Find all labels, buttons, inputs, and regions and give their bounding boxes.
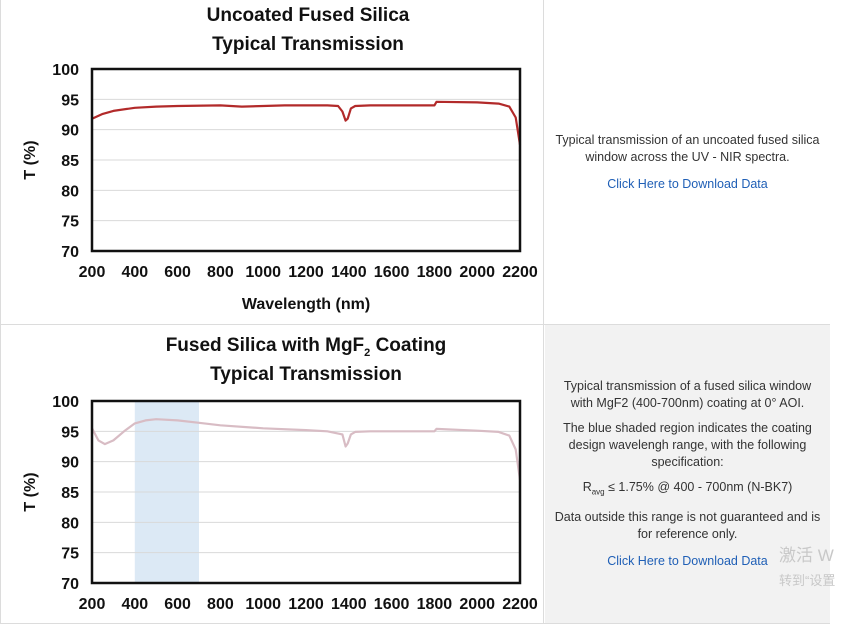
chart-title-subscript: 2	[364, 347, 370, 359]
x-tick-label: 400	[121, 264, 148, 281]
x-tick-label: 200	[79, 596, 106, 613]
download-data-link-2[interactable]: Click Here to Download Data	[607, 553, 768, 568]
y-tick-label: 75	[61, 546, 79, 563]
y-tick-label: 75	[61, 214, 79, 231]
chart-title: Uncoated Fused Silica	[207, 5, 410, 26]
chart-row-2: Fused Silica with MgF2 Coating Typical Tr…	[0, 325, 830, 624]
x-tick-label: 1400	[331, 596, 367, 613]
chart-uncoated-fused-silica: Uncoated Fused Silica Typical Transmissio…	[22, 5, 538, 313]
plot-frame	[90, 399, 522, 585]
chart-fused-silica-mgf2: Fused Silica with MgF2 Coating Typical Tr…	[22, 335, 538, 613]
y-tick-label: 90	[61, 455, 79, 472]
y-axis-label: T (%)	[22, 472, 39, 511]
y-tick-label: 80	[61, 515, 79, 532]
x-tick-label: 2000	[459, 264, 495, 281]
shaded-region-note: The blue shaded region indicates the coa…	[563, 421, 812, 470]
x-tick-label: 1400	[331, 264, 367, 281]
spec-subscript: avg	[591, 487, 605, 497]
spec-prefix: R	[582, 480, 592, 495]
x-tick-label: 1800	[417, 264, 453, 281]
y-axis-label: T (%)	[22, 140, 39, 179]
x-tick-label: 1200	[288, 264, 324, 281]
description-panel-1: Typical transmission of an uncoated fuse…	[545, 0, 830, 324]
y-tick-label: 95	[61, 92, 79, 109]
x-tick-label: 2200	[502, 264, 538, 281]
series-line-0	[91, 100, 522, 145]
chart-title-main: Fused Silica with MgF	[166, 335, 364, 356]
download-data-link-1[interactable]: Click Here to Download Data	[607, 176, 768, 191]
x-tick-label: 800	[207, 264, 234, 281]
disclaimer-text: Data outside this range is not guarantee…	[554, 509, 821, 541]
activation-watermark: 激活 W	[779, 546, 834, 565]
chart-subtitle: Typical Transmission	[210, 364, 402, 385]
x-tick-label: 800	[207, 596, 234, 613]
x-tick-label: 1200	[288, 596, 324, 613]
series-line-0	[91, 418, 522, 481]
y-tick-label: 90	[61, 123, 79, 140]
chart-title-main: Uncoated Fused Silica	[207, 5, 410, 26]
chart-row-1: Uncoated Fused Silica Typical Transmissio…	[0, 0, 830, 325]
x-tick-label: 1600	[374, 596, 410, 613]
spec-rest: ≤ 1.75% @ 400 - 700nm (N-BK7)	[604, 480, 793, 495]
x-tick-label: 600	[164, 596, 191, 613]
x-tick-label: 1800	[417, 596, 453, 613]
y-tick-label: 70	[61, 244, 79, 261]
x-tick-label: 2200	[502, 596, 538, 613]
y-tick-label: 85	[61, 485, 79, 502]
y-tick-label: 80	[61, 183, 79, 200]
chart-cell-2: Fused Silica with MgF2 Coating Typical Tr…	[0, 325, 544, 623]
x-tick-label: 600	[164, 264, 191, 281]
description-text-1: Typical transmission of an uncoated fuse…	[555, 132, 820, 164]
chart-title-end: Coating	[370, 335, 446, 356]
x-tick-label: 1600	[374, 264, 410, 281]
chart-title: Fused Silica with MgF2 Coating	[166, 335, 447, 359]
y-tick-label: 100	[52, 62, 79, 79]
coating-spec: Ravg ≤ 1.75% @ 400 - 700nm (N-BK7)	[583, 479, 793, 501]
y-tick-label: 70	[61, 576, 79, 593]
x-tick-label: 1000	[245, 264, 281, 281]
description-text-2: Typical transmission of a fused silica w…	[563, 379, 812, 411]
x-tick-label: 400	[121, 596, 148, 613]
plot-frame	[90, 67, 522, 253]
y-tick-label: 85	[61, 153, 79, 170]
activation-watermark-sub: 转到“设置	[779, 573, 836, 588]
x-axis-label: Wavelength (nm)	[242, 296, 370, 313]
description-panel-2: Typical transmission of a fused silica w…	[545, 325, 830, 623]
x-tick-label: 1000	[245, 596, 281, 613]
y-tick-label: 95	[61, 424, 79, 441]
x-tick-label: 200	[79, 264, 106, 281]
chart-subtitle: Typical Transmission	[212, 34, 404, 55]
chart-cell-1: Uncoated Fused Silica Typical Transmissio…	[0, 0, 544, 324]
x-tick-label: 2000	[459, 596, 495, 613]
y-tick-label: 100	[52, 394, 79, 411]
